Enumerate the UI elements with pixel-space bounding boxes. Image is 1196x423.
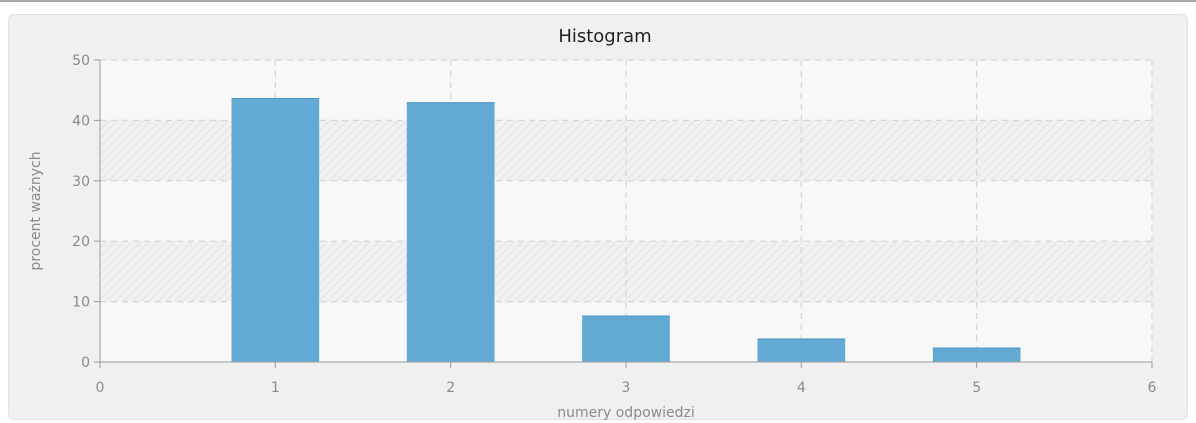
y-axis-label: procent ważnych — [28, 151, 44, 270]
x-tick-label: 2 — [446, 380, 455, 396]
x-tick-label: 6 — [1148, 380, 1157, 396]
bar-3 — [582, 315, 670, 362]
x-tick-label: 3 — [622, 380, 631, 396]
y-tick-label: 10 — [72, 295, 90, 311]
x-axis-label: numery odpowiedzi — [557, 405, 694, 421]
x-tick-label: 4 — [797, 380, 806, 396]
y-tick-label: 20 — [72, 234, 90, 250]
top-rule — [0, 0, 1196, 2]
bar-1 — [231, 98, 320, 362]
x-tick-label: 0 — [96, 380, 105, 396]
bar-2 — [406, 102, 495, 362]
y-tick-label: 50 — [72, 53, 90, 69]
bar-4 — [757, 338, 846, 362]
bar-5 — [932, 347, 1021, 362]
x-tick-label: 5 — [972, 380, 981, 396]
y-tick-label: 40 — [72, 113, 90, 129]
y-tick-label: 0 — [81, 355, 90, 371]
x-tick-label: 1 — [271, 380, 280, 396]
plot-area: 0 10 20 30 40 50 0 1 2 3 4 5 6 — [72, 53, 1156, 396]
y-tick-label: 30 — [72, 174, 90, 190]
chart-title: Histogram — [558, 26, 651, 47]
